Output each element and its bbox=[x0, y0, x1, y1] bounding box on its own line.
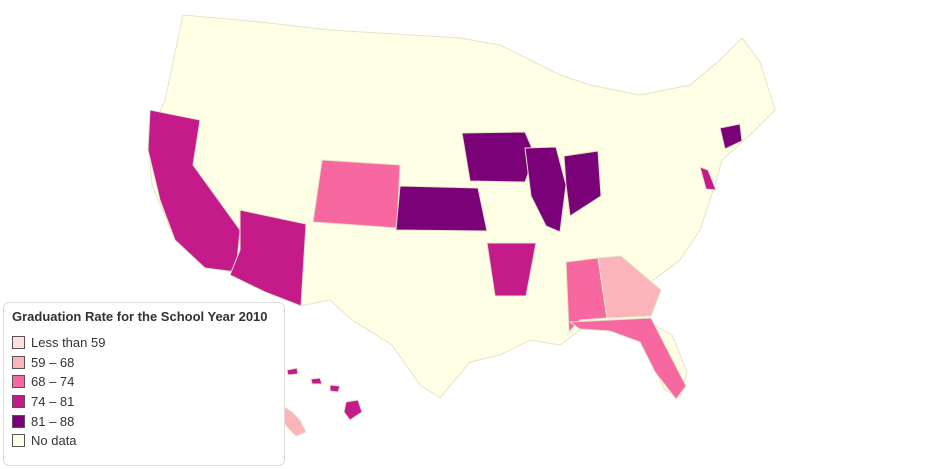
legend-item[interactable]: No data bbox=[12, 431, 276, 451]
state-alabama[interactable] bbox=[565, 257, 608, 334]
legend-item[interactable]: Less than 59 bbox=[12, 333, 276, 353]
legend-swatch bbox=[12, 375, 25, 389]
state-kansas[interactable] bbox=[395, 185, 488, 232]
legend-item[interactable]: 68 – 74 bbox=[12, 372, 276, 392]
state-connecticut[interactable] bbox=[719, 123, 743, 150]
legend-label: No data bbox=[31, 433, 77, 449]
state-illinois[interactable] bbox=[524, 146, 567, 233]
state-iowa[interactable] bbox=[461, 131, 536, 183]
legend-label: 59 – 68 bbox=[31, 354, 75, 370]
state-ohio[interactable] bbox=[563, 150, 602, 217]
state-hawaii[interactable] bbox=[310, 377, 323, 385]
state-hawaii[interactable] bbox=[343, 399, 363, 421]
legend: Graduation Rate for the School Year 2010… bbox=[3, 302, 285, 466]
state-hawaii[interactable] bbox=[286, 367, 299, 376]
legend-swatch bbox=[12, 434, 25, 448]
legend-label: 68 – 74 bbox=[31, 374, 75, 390]
state-hawaii[interactable] bbox=[329, 384, 341, 393]
legend-item[interactable]: 59 – 68 bbox=[12, 353, 276, 373]
legend-item[interactable]: 81 – 88 bbox=[12, 411, 276, 431]
legend-swatch bbox=[12, 395, 25, 409]
legend-item[interactable]: 74 – 81 bbox=[12, 392, 276, 412]
legend-swatch bbox=[12, 355, 25, 369]
legend-swatch bbox=[12, 414, 25, 428]
legend-label: Less than 59 bbox=[31, 335, 106, 351]
state-delaware[interactable] bbox=[699, 166, 717, 191]
state-california[interactable] bbox=[147, 109, 241, 273]
state-colorado[interactable] bbox=[312, 159, 401, 229]
legend-title: Graduation Rate for the School Year 2010 bbox=[12, 309, 268, 324]
legend-label: 74 – 81 bbox=[31, 394, 75, 410]
state-georgia[interactable] bbox=[597, 255, 662, 319]
state-arkansas[interactable] bbox=[486, 242, 537, 297]
state-florida[interactable] bbox=[568, 317, 687, 400]
legend-swatch bbox=[12, 336, 25, 350]
legend-label: 81 – 88 bbox=[31, 413, 75, 429]
state-arizona[interactable] bbox=[229, 209, 307, 307]
